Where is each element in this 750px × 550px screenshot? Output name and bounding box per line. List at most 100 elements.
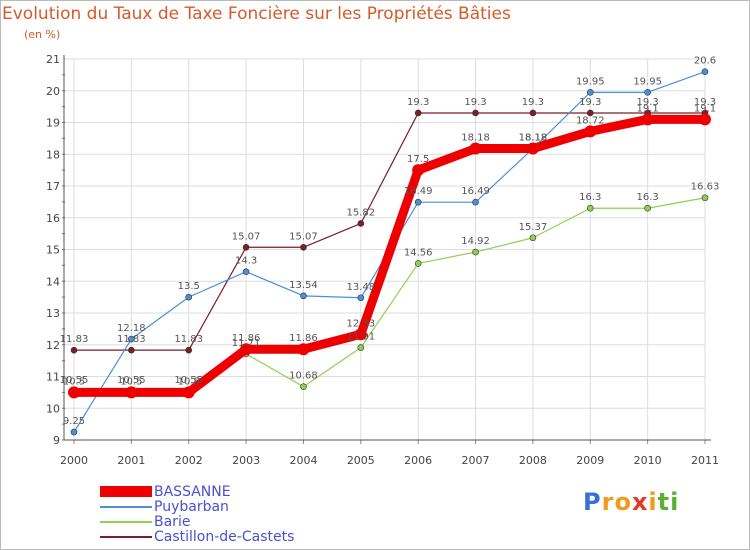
data-label-bassanne: 10.5 — [63, 376, 85, 387]
data-label-puybarban: 18.18 — [519, 133, 548, 144]
data-label-puybarban: 14.3 — [235, 256, 257, 267]
data-label-barie: 16.63 — [691, 182, 720, 193]
data-label-castillon-de-castets: 11.83 — [117, 334, 146, 345]
data-label-puybarban: 16.49 — [404, 186, 433, 197]
data-label-puybarban: 19.95 — [576, 76, 605, 87]
data-label-barie: 10.68 — [289, 371, 318, 382]
y-tick-label: 13 — [46, 307, 60, 320]
x-tick-label: 2005 — [347, 454, 375, 467]
data-point-barie — [300, 383, 307, 390]
data-label-bassanne: 18.18 — [461, 133, 490, 144]
data-point-puybarban — [70, 428, 78, 436]
x-tick-label: 2001 — [117, 454, 145, 467]
chart-subtitle: (en %) — [24, 28, 61, 41]
data-label-bassanne: 10.5 — [120, 376, 142, 387]
data-label-bassanne: 11.86 — [289, 333, 318, 344]
data-point-bassanne — [68, 386, 80, 399]
legend-label: Castillon-de-Castets — [154, 528, 295, 545]
data-point-barie — [586, 204, 594, 212]
data-label-bassanne: 10.5 — [178, 376, 200, 387]
data-label-barie: 11.91 — [346, 332, 375, 343]
data-label-bassanne: 18.18 — [519, 133, 548, 144]
chart-title: Evolution du Taux de Taxe Foncière sur l… — [2, 4, 511, 24]
data-label-barie: 14.92 — [461, 236, 490, 247]
logo-letter: P — [583, 488, 602, 516]
data-point-castillon-de-castets — [70, 346, 78, 354]
data-point-bassanne — [297, 343, 310, 356]
data-point-barie — [357, 344, 365, 351]
data-point-puybarban — [357, 294, 365, 302]
x-tick-label: 2011 — [691, 454, 719, 467]
data-point-castillon-de-castets — [586, 109, 594, 117]
data-point-castillon-de-castets — [472, 109, 479, 117]
y-tick-label: 14 — [46, 275, 60, 288]
y-tick-label: 11 — [46, 371, 60, 384]
data-point-castillon-de-castets — [414, 109, 422, 117]
data-label-castillon-de-castets: 15.82 — [346, 207, 375, 218]
logo-letter: x — [631, 488, 649, 516]
x-tick-label: 2009 — [576, 454, 604, 467]
data-point-barie — [529, 234, 537, 242]
data-point-puybarban — [472, 198, 479, 206]
data-point-puybarban — [586, 89, 594, 96]
y-tick-label: 19 — [46, 117, 60, 130]
data-point-barie — [472, 248, 479, 256]
data-label-castillon-de-castets: 19.3 — [637, 97, 659, 108]
legend-item-puybarban[interactable]: Puybarban — [100, 499, 294, 515]
data-label-castillon-de-castets: 15.07 — [232, 231, 261, 242]
data-label-castillon-de-castets: 19.3 — [407, 97, 429, 108]
data-point-barie — [701, 194, 709, 202]
legend-swatch-barie — [100, 520, 152, 523]
data-label-bassanne: 18.72 — [576, 115, 605, 126]
data-label-puybarban: 13.5 — [178, 281, 200, 292]
series-line-castillon-de-castets — [73, 112, 706, 351]
y-tick-label: 17 — [46, 180, 60, 193]
data-label-bassanne: 11.86 — [232, 333, 261, 344]
data-point-bassanne — [240, 343, 253, 356]
y-tick-label: 10 — [46, 402, 60, 415]
x-tick-label: 2007 — [462, 454, 490, 467]
data-label-barie: 16.3 — [637, 192, 659, 203]
data-label-castillon-de-castets: 15.07 — [289, 231, 318, 242]
x-tick-label: 2006 — [404, 454, 432, 467]
proxiti-logo[interactable]: Proxiti — [583, 488, 679, 516]
logo-letter: i — [670, 488, 680, 516]
y-tick-label: 21 — [46, 53, 60, 66]
data-point-barie — [644, 204, 651, 212]
y-tick-label: 15 — [46, 244, 60, 257]
data-label-barie: 15.37 — [519, 222, 548, 233]
data-label-castillon-de-castets: 19.3 — [694, 97, 716, 108]
data-label-bassanne: 17.5 — [407, 154, 429, 165]
data-label-puybarban: 20.6 — [694, 56, 716, 67]
data-label-castillon-de-castets: 19.3 — [579, 97, 601, 108]
x-tick-label: 2010 — [634, 454, 662, 467]
y-tick-label: 20 — [46, 85, 60, 98]
data-point-puybarban — [414, 198, 422, 206]
legend-item-barie[interactable]: Barie — [100, 514, 294, 530]
legend-swatch-bassanne — [100, 486, 152, 497]
data-point-castillon-de-castets — [529, 109, 537, 117]
data-point-puybarban — [701, 68, 709, 75]
data-point-bassanne — [641, 113, 654, 126]
data-label-puybarban: 9.25 — [63, 416, 85, 427]
data-point-castillon-de-castets — [185, 346, 193, 354]
data-label-puybarban: 19.95 — [633, 76, 662, 87]
data-point-puybarban — [644, 89, 651, 96]
data-point-puybarban — [242, 268, 250, 276]
logo-letter: t — [657, 488, 671, 516]
data-point-bassanne — [526, 142, 539, 155]
legend-label: BASSANNE — [154, 483, 231, 500]
data-point-puybarban — [300, 292, 307, 300]
legend-item-castillon-de-castets[interactable]: Castillon-de-Castets — [100, 528, 295, 545]
data-label-barie: 16.3 — [579, 192, 601, 203]
data-label-barie: 14.56 — [404, 247, 433, 258]
series-line-bassanne — [69, 114, 710, 397]
legend-item-bassanne[interactable]: BASSANNE — [100, 483, 294, 500]
data-label-puybarban: 16.49 — [461, 186, 490, 197]
data-point-barie — [414, 260, 422, 267]
data-label-bassanne: 19.1 — [637, 103, 659, 114]
legend-swatch-castillon-de-castets — [100, 535, 152, 538]
data-label-barie: 11.71 — [232, 338, 261, 349]
y-tick-label: 18 — [46, 148, 60, 161]
